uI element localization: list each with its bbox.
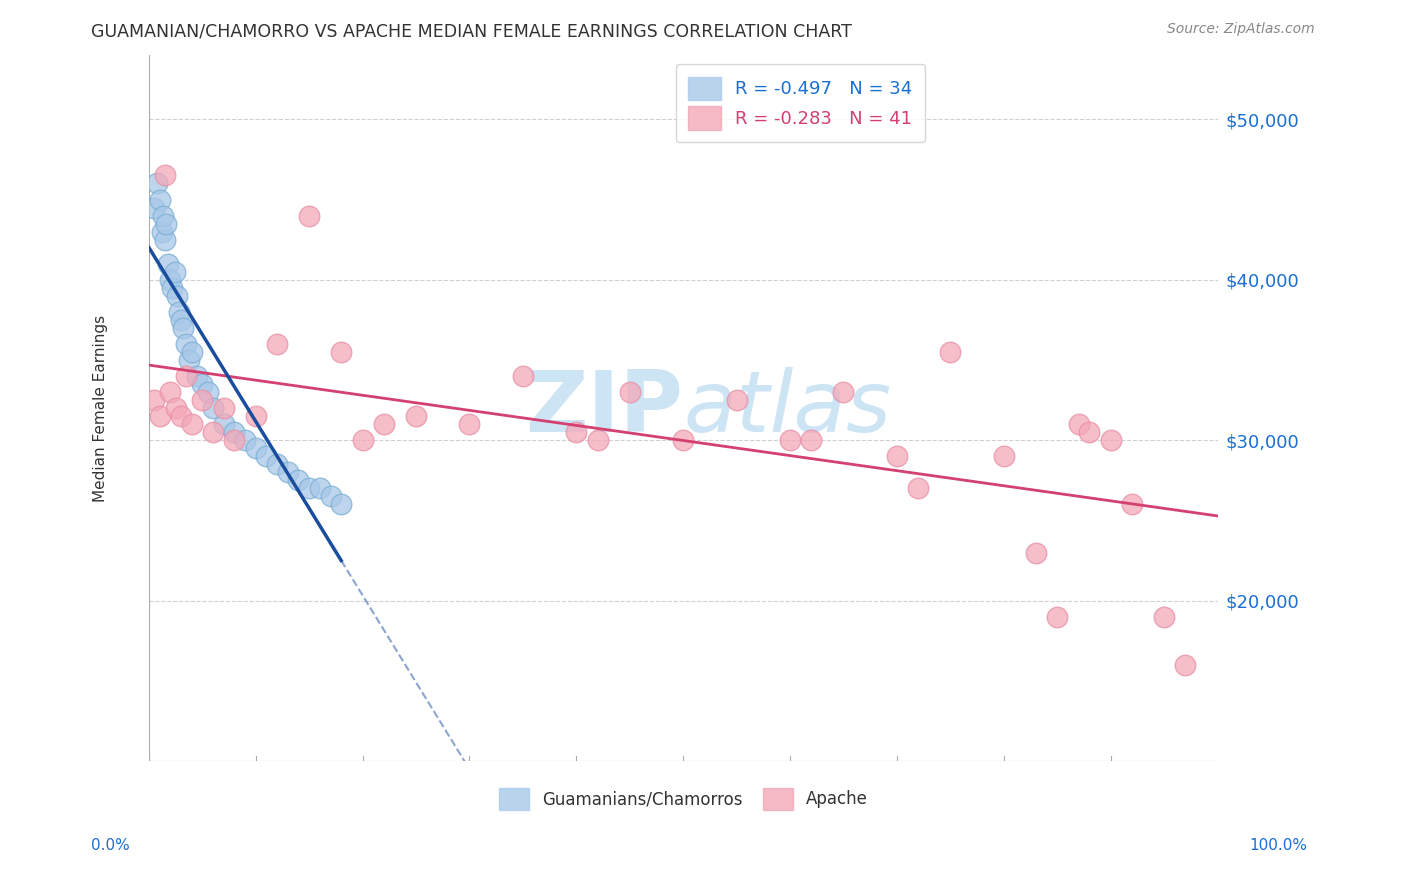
Point [174,337,197,351]
Point [180,345,202,359]
Point [725,393,748,408]
Point [212,417,235,432]
Text: ZIP: ZIP [526,367,683,450]
Point [458,417,481,432]
Point [308,481,330,495]
Point [266,337,288,351]
Point [907,481,929,495]
Point [143,201,166,215]
Point [939,345,962,359]
Point [277,465,299,479]
Point [186,369,208,384]
Point [233,433,256,447]
Point [224,425,246,440]
Point [779,433,801,447]
Point [180,417,202,432]
Point [165,401,187,416]
Point [174,369,197,384]
Point [148,193,170,207]
Point [224,433,246,447]
Point [191,393,214,408]
Point [512,369,534,384]
Point [245,409,267,424]
Point [157,257,180,271]
Point [993,449,1015,463]
Point [150,225,173,239]
Point [146,177,169,191]
Point [330,345,353,359]
Point [163,265,186,279]
Point [330,497,353,511]
Point [1025,545,1047,559]
Point [1121,497,1143,511]
Text: Source: ZipAtlas.com: Source: ZipAtlas.com [1167,22,1315,37]
Point [166,289,188,303]
Point [155,217,177,231]
Point [162,281,184,295]
Point [159,273,181,287]
Point [266,457,288,471]
Point [191,377,214,392]
Text: atlas: atlas [683,367,891,450]
Point [586,433,609,447]
Point [886,449,908,463]
Point [319,489,342,503]
Point [170,313,193,327]
Point [1067,417,1090,432]
Point [167,305,190,319]
Point [1174,657,1197,672]
Point [298,209,321,223]
Point [148,409,170,424]
Point [197,385,219,400]
Point [287,473,309,487]
Text: GUAMANIAN/CHAMORRO VS APACHE MEDIAN FEMALE EARNINGS CORRELATION CHART: GUAMANIAN/CHAMORRO VS APACHE MEDIAN FEMA… [91,22,852,40]
Point [352,433,374,447]
Text: Median Female Earnings: Median Female Earnings [93,315,108,501]
Point [153,233,176,247]
Legend: Guamanians/Chamorros, Apache: Guamanians/Chamorros, Apache [492,781,875,816]
Point [143,393,166,408]
Point [832,385,855,400]
Point [201,425,224,440]
Point [373,417,395,432]
Point [619,385,641,400]
Point [153,169,176,183]
Point [1099,433,1122,447]
Point [565,425,588,440]
Point [201,401,224,416]
Point [179,353,201,368]
Point [159,385,181,400]
Point [152,209,174,223]
Point [172,321,194,335]
Point [1046,609,1069,624]
Point [1153,609,1175,624]
Point [1078,425,1101,440]
Text: 0.0%: 0.0% [91,838,131,854]
Point [212,401,235,416]
Point [405,409,427,424]
Point [672,433,695,447]
Text: 100.0%: 100.0% [1250,838,1308,854]
Point [298,481,321,495]
Point [254,449,277,463]
Point [245,441,267,455]
Point [170,409,193,424]
Point [800,433,823,447]
